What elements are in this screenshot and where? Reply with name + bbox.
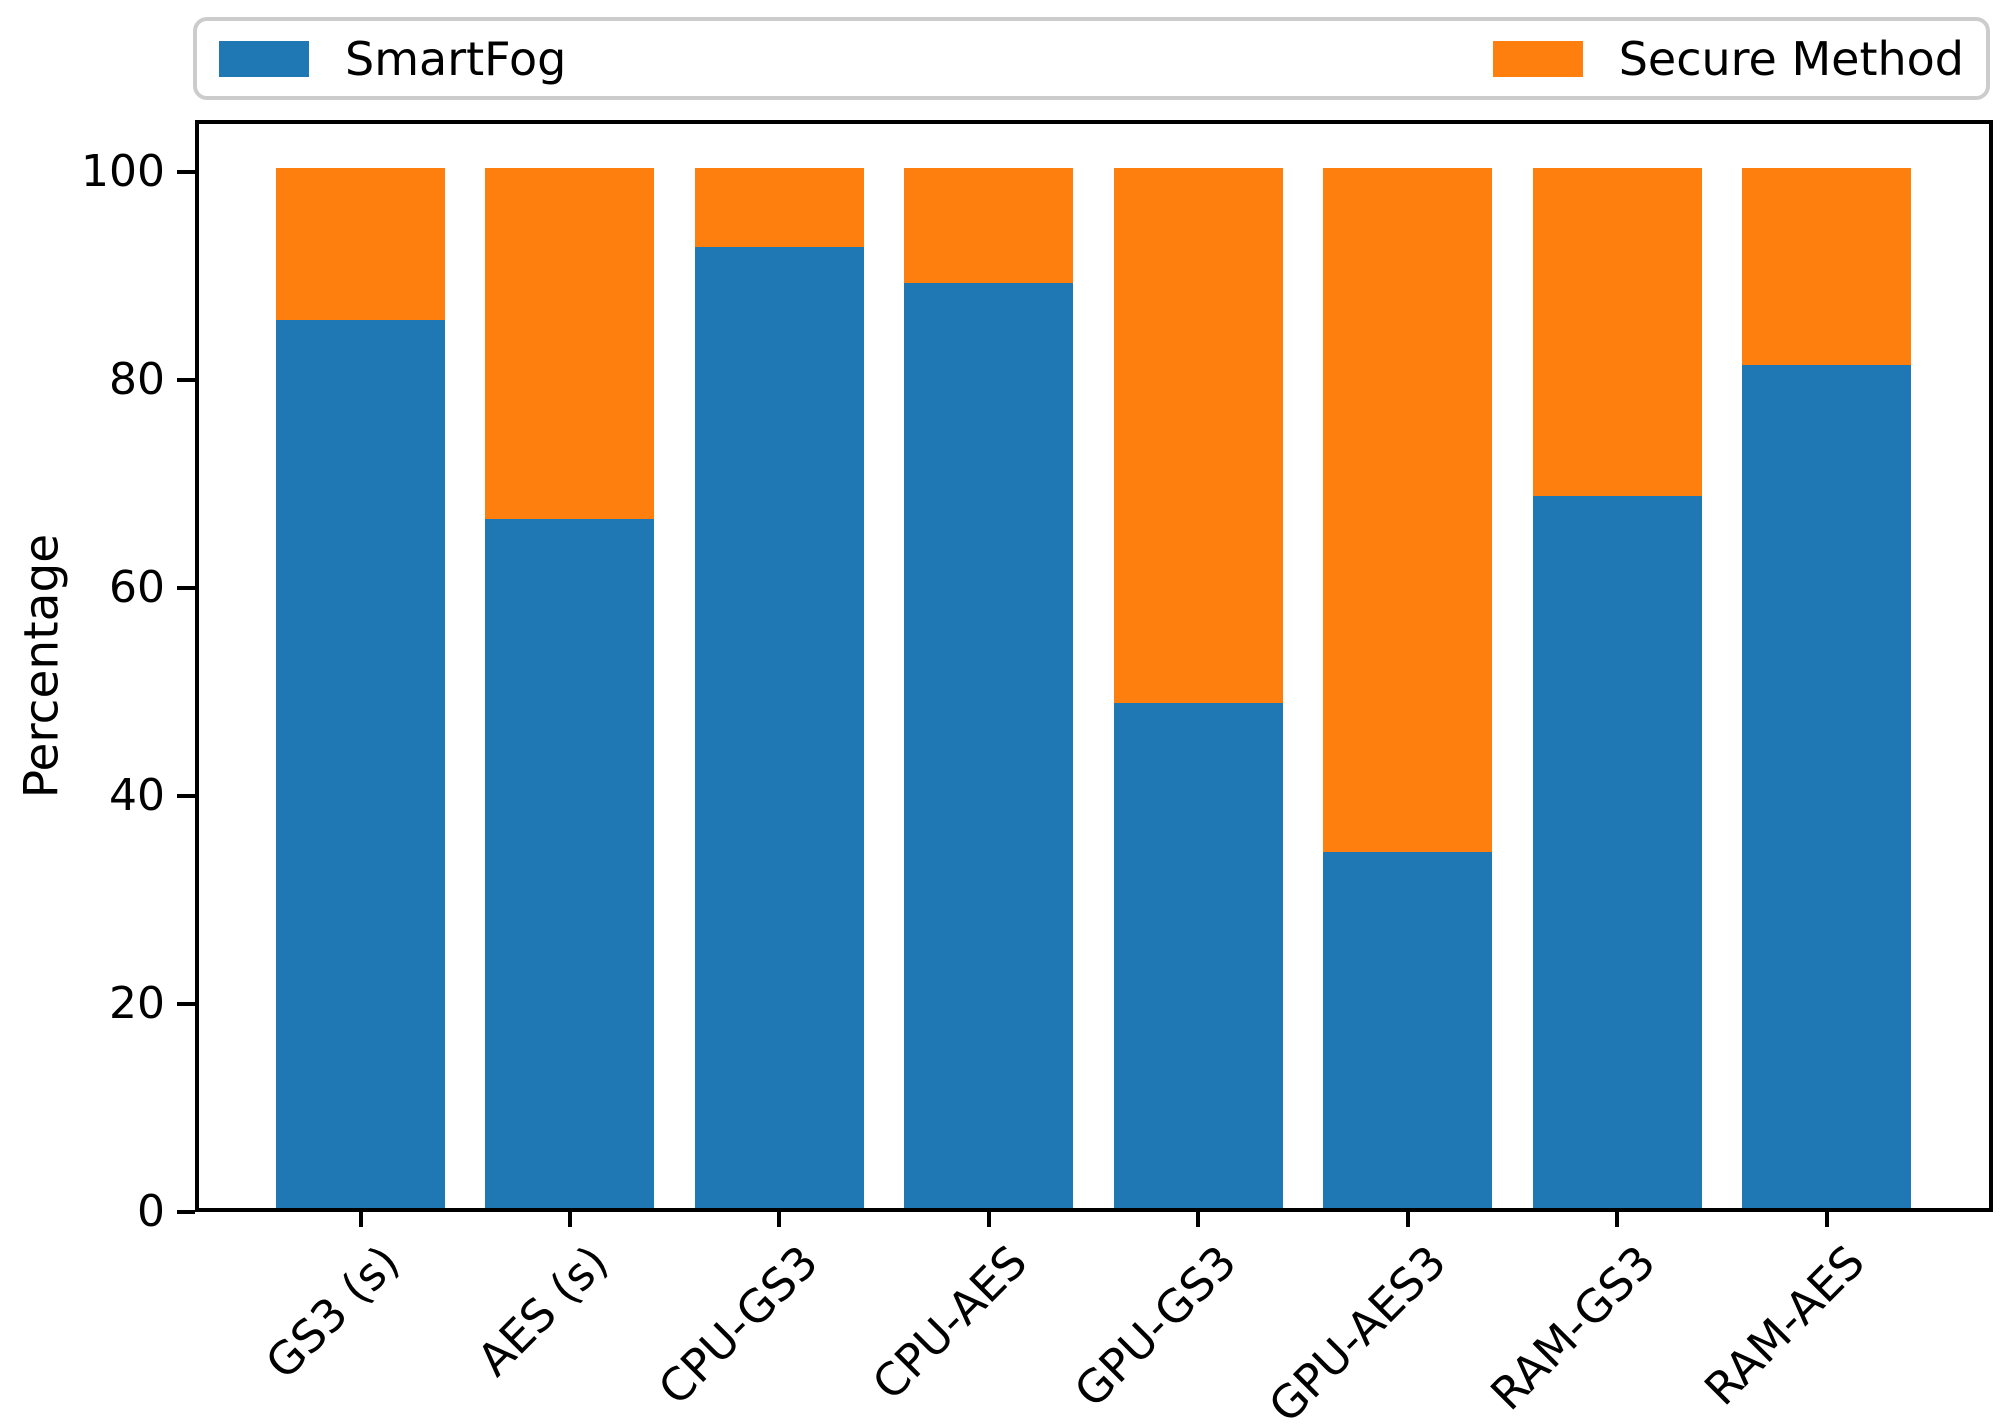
secure-method-legend-swatch (1492, 40, 1583, 77)
x-tick-label-5: GPU-GS3 (1064, 1235, 1247, 1418)
plot-area (195, 120, 1993, 1212)
x-tick-label-4: CPU-AES (862, 1235, 1038, 1411)
y-tick-mark-60 (177, 586, 195, 591)
y-tick-mark-40 (177, 794, 195, 799)
smartfog-legend-swatch (219, 40, 309, 77)
y-tick-label-60: 60 (109, 562, 165, 614)
x-tick-label-7: RAM-GS3 (1480, 1235, 1666, 1421)
x-tick-mark-4 (986, 1212, 991, 1227)
bars-layer (199, 124, 1989, 1208)
legend-entry-smartfog: SmartFog (219, 36, 566, 82)
bar-secure-method-6 (1323, 168, 1493, 853)
bar-smartfog-2 (485, 518, 655, 1208)
bar-smartfog-4 (904, 282, 1074, 1208)
y-tick-mark-0 (177, 1210, 195, 1214)
y-tick-mark-100 (177, 170, 195, 175)
bar-smartfog-7 (1532, 495, 1702, 1208)
y-tick-label-0: 0 (137, 1186, 165, 1237)
smartfog-legend-label: SmartFog (345, 31, 567, 86)
bar-secure-method-7 (1532, 168, 1702, 496)
x-tick-mark-7 (1615, 1212, 1620, 1227)
secure-method-legend-label: Secure Method (1618, 31, 1964, 86)
y-tick-mark-20 (177, 1002, 195, 1007)
y-tick-label-100: 100 (81, 146, 165, 198)
x-tick-label-6: GPU-AES3 (1258, 1235, 1457, 1428)
x-tick-label-3: CPU-GS3 (648, 1235, 829, 1416)
y-tick-mark-80 (177, 378, 195, 383)
x-tick-mark-1 (358, 1212, 363, 1227)
x-tick-mark-2 (567, 1212, 572, 1227)
bar-secure-method-4 (904, 168, 1074, 283)
y-tick-label-20: 20 (109, 978, 165, 1030)
x-tick-mark-5 (1196, 1212, 1201, 1227)
x-tick-mark-8 (1824, 1212, 1829, 1227)
bar-smartfog-8 (1742, 364, 1911, 1208)
x-tick-label-1: GS3 (s) (255, 1235, 410, 1390)
bar-secure-method-2 (485, 168, 655, 519)
x-tick-mark-6 (1405, 1212, 1410, 1227)
x-tick-label-8: RAM-AES (1694, 1235, 1876, 1416)
bar-secure-method-1 (276, 168, 445, 321)
bar-secure-method-5 (1113, 168, 1283, 703)
bar-secure-method-8 (1742, 168, 1911, 365)
bar-smartfog-5 (1113, 702, 1283, 1208)
bar-secure-method-3 (694, 168, 864, 248)
x-tick-label-2: AES (s) (467, 1235, 619, 1387)
y-tick-label-40: 40 (109, 770, 165, 822)
legend: SmartFog Secure Method (193, 17, 1990, 100)
legend-entry-secure-method: Secure Method (1492, 31, 1964, 86)
x-tick-mark-3 (777, 1212, 782, 1227)
bar-smartfog-3 (694, 247, 864, 1208)
bar-smartfog-6 (1323, 852, 1493, 1208)
bar-smartfog-1 (276, 320, 445, 1208)
y-tick-label-80: 80 (109, 354, 165, 406)
